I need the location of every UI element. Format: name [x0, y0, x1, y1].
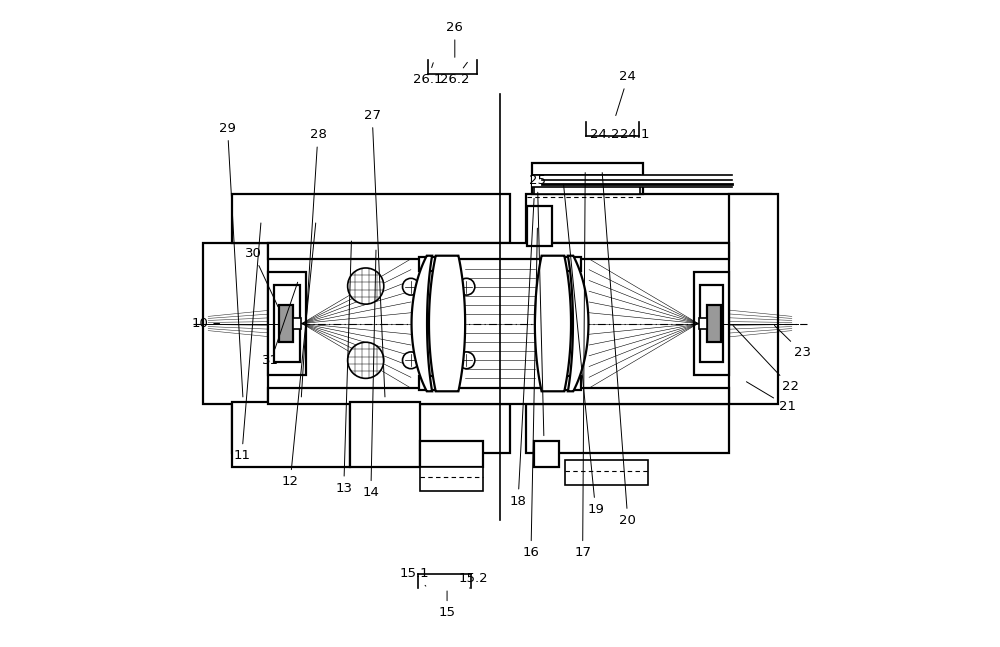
Text: 29: 29 [219, 122, 243, 397]
Text: 24: 24 [616, 71, 636, 116]
Bar [565, 461, 648, 485]
Polygon shape [232, 194, 510, 243]
Polygon shape [232, 402, 350, 467]
Bar [699, 318, 707, 329]
Bar [420, 467, 483, 491]
Text: 19: 19 [564, 184, 604, 516]
Text: 15: 15 [439, 591, 456, 619]
Bar [268, 388, 729, 404]
Circle shape [348, 268, 384, 304]
Text: 27: 27 [364, 109, 385, 397]
Polygon shape [526, 194, 771, 243]
Bar [532, 175, 732, 186]
Polygon shape [429, 256, 465, 391]
Text: 25: 25 [529, 173, 546, 435]
Bar [279, 305, 293, 342]
Text: 14: 14 [362, 250, 379, 499]
Text: 20: 20 [602, 173, 636, 527]
Polygon shape [527, 206, 552, 246]
Text: 22: 22 [733, 325, 799, 393]
Polygon shape [232, 404, 510, 453]
Text: 30: 30 [245, 247, 278, 307]
Text: 11: 11 [233, 223, 261, 463]
Text: 21: 21 [746, 382, 796, 413]
Polygon shape [534, 441, 559, 467]
Polygon shape [420, 441, 483, 467]
Text: 24.1: 24.1 [620, 129, 649, 142]
Circle shape [458, 278, 475, 295]
Bar [293, 318, 301, 329]
Polygon shape [535, 256, 571, 391]
Polygon shape [350, 402, 420, 467]
Polygon shape [412, 256, 432, 391]
Polygon shape [729, 194, 778, 404]
Text: 26.1: 26.1 [413, 63, 442, 86]
Bar [534, 175, 640, 194]
Text: 17: 17 [574, 173, 591, 559]
Bar [274, 285, 300, 362]
Text: 28: 28 [301, 129, 326, 397]
Text: 23: 23 [774, 325, 811, 359]
Text: 31: 31 [262, 282, 298, 367]
Circle shape [403, 352, 419, 369]
Text: 24.2: 24.2 [590, 129, 619, 142]
Bar [694, 272, 729, 375]
Bar [268, 243, 729, 259]
Polygon shape [419, 257, 452, 271]
Polygon shape [203, 243, 268, 404]
Text: 15.1: 15.1 [400, 567, 430, 586]
Text: 15.2: 15.2 [458, 572, 488, 588]
Polygon shape [526, 404, 729, 453]
Bar [279, 305, 293, 342]
Polygon shape [568, 256, 588, 391]
Bar [707, 305, 721, 342]
Text: 26.2: 26.2 [440, 62, 470, 86]
Circle shape [458, 352, 475, 369]
Polygon shape [419, 376, 452, 390]
Circle shape [403, 278, 419, 295]
Text: 13: 13 [335, 241, 352, 494]
Polygon shape [532, 164, 643, 194]
Text: 18: 18 [510, 199, 534, 507]
Bar [268, 272, 306, 375]
Text: 16: 16 [523, 228, 539, 559]
Polygon shape [548, 257, 581, 271]
Circle shape [348, 342, 384, 378]
Text: 10: 10 [191, 317, 220, 330]
Polygon shape [548, 376, 581, 390]
Text: 26: 26 [446, 21, 463, 58]
Bar [700, 285, 723, 362]
Bar [707, 305, 721, 342]
Text: 12: 12 [282, 223, 316, 488]
